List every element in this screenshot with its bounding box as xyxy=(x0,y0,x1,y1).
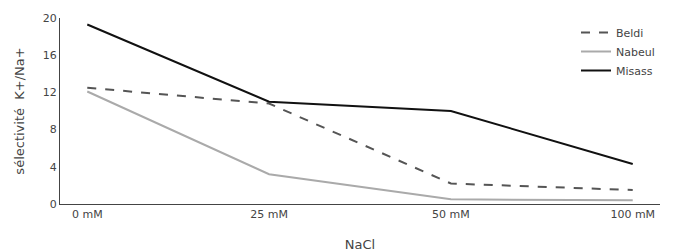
svg-text:Misass: Misass xyxy=(616,65,653,78)
svg-text:4: 4 xyxy=(50,161,57,174)
svg-text:0 mM: 0 mM xyxy=(72,208,103,221)
svg-text:sélectivité K+/Na+: sélectivité K+/Na+ xyxy=(12,47,27,174)
svg-text:16: 16 xyxy=(43,49,57,62)
svg-text:8: 8 xyxy=(50,123,57,136)
svg-text:25 mM: 25 mM xyxy=(250,208,288,221)
svg-text:50 mM: 50 mM xyxy=(432,208,470,221)
svg-text:0: 0 xyxy=(50,198,57,211)
svg-text:NaCl: NaCl xyxy=(345,237,375,252)
svg-text:Beldi: Beldi xyxy=(616,27,643,40)
svg-text:12: 12 xyxy=(43,86,57,99)
svg-text:20: 20 xyxy=(43,12,57,25)
svg-text:Nabeul: Nabeul xyxy=(616,46,655,59)
svg-text:100 mM: 100 mM xyxy=(610,208,655,221)
